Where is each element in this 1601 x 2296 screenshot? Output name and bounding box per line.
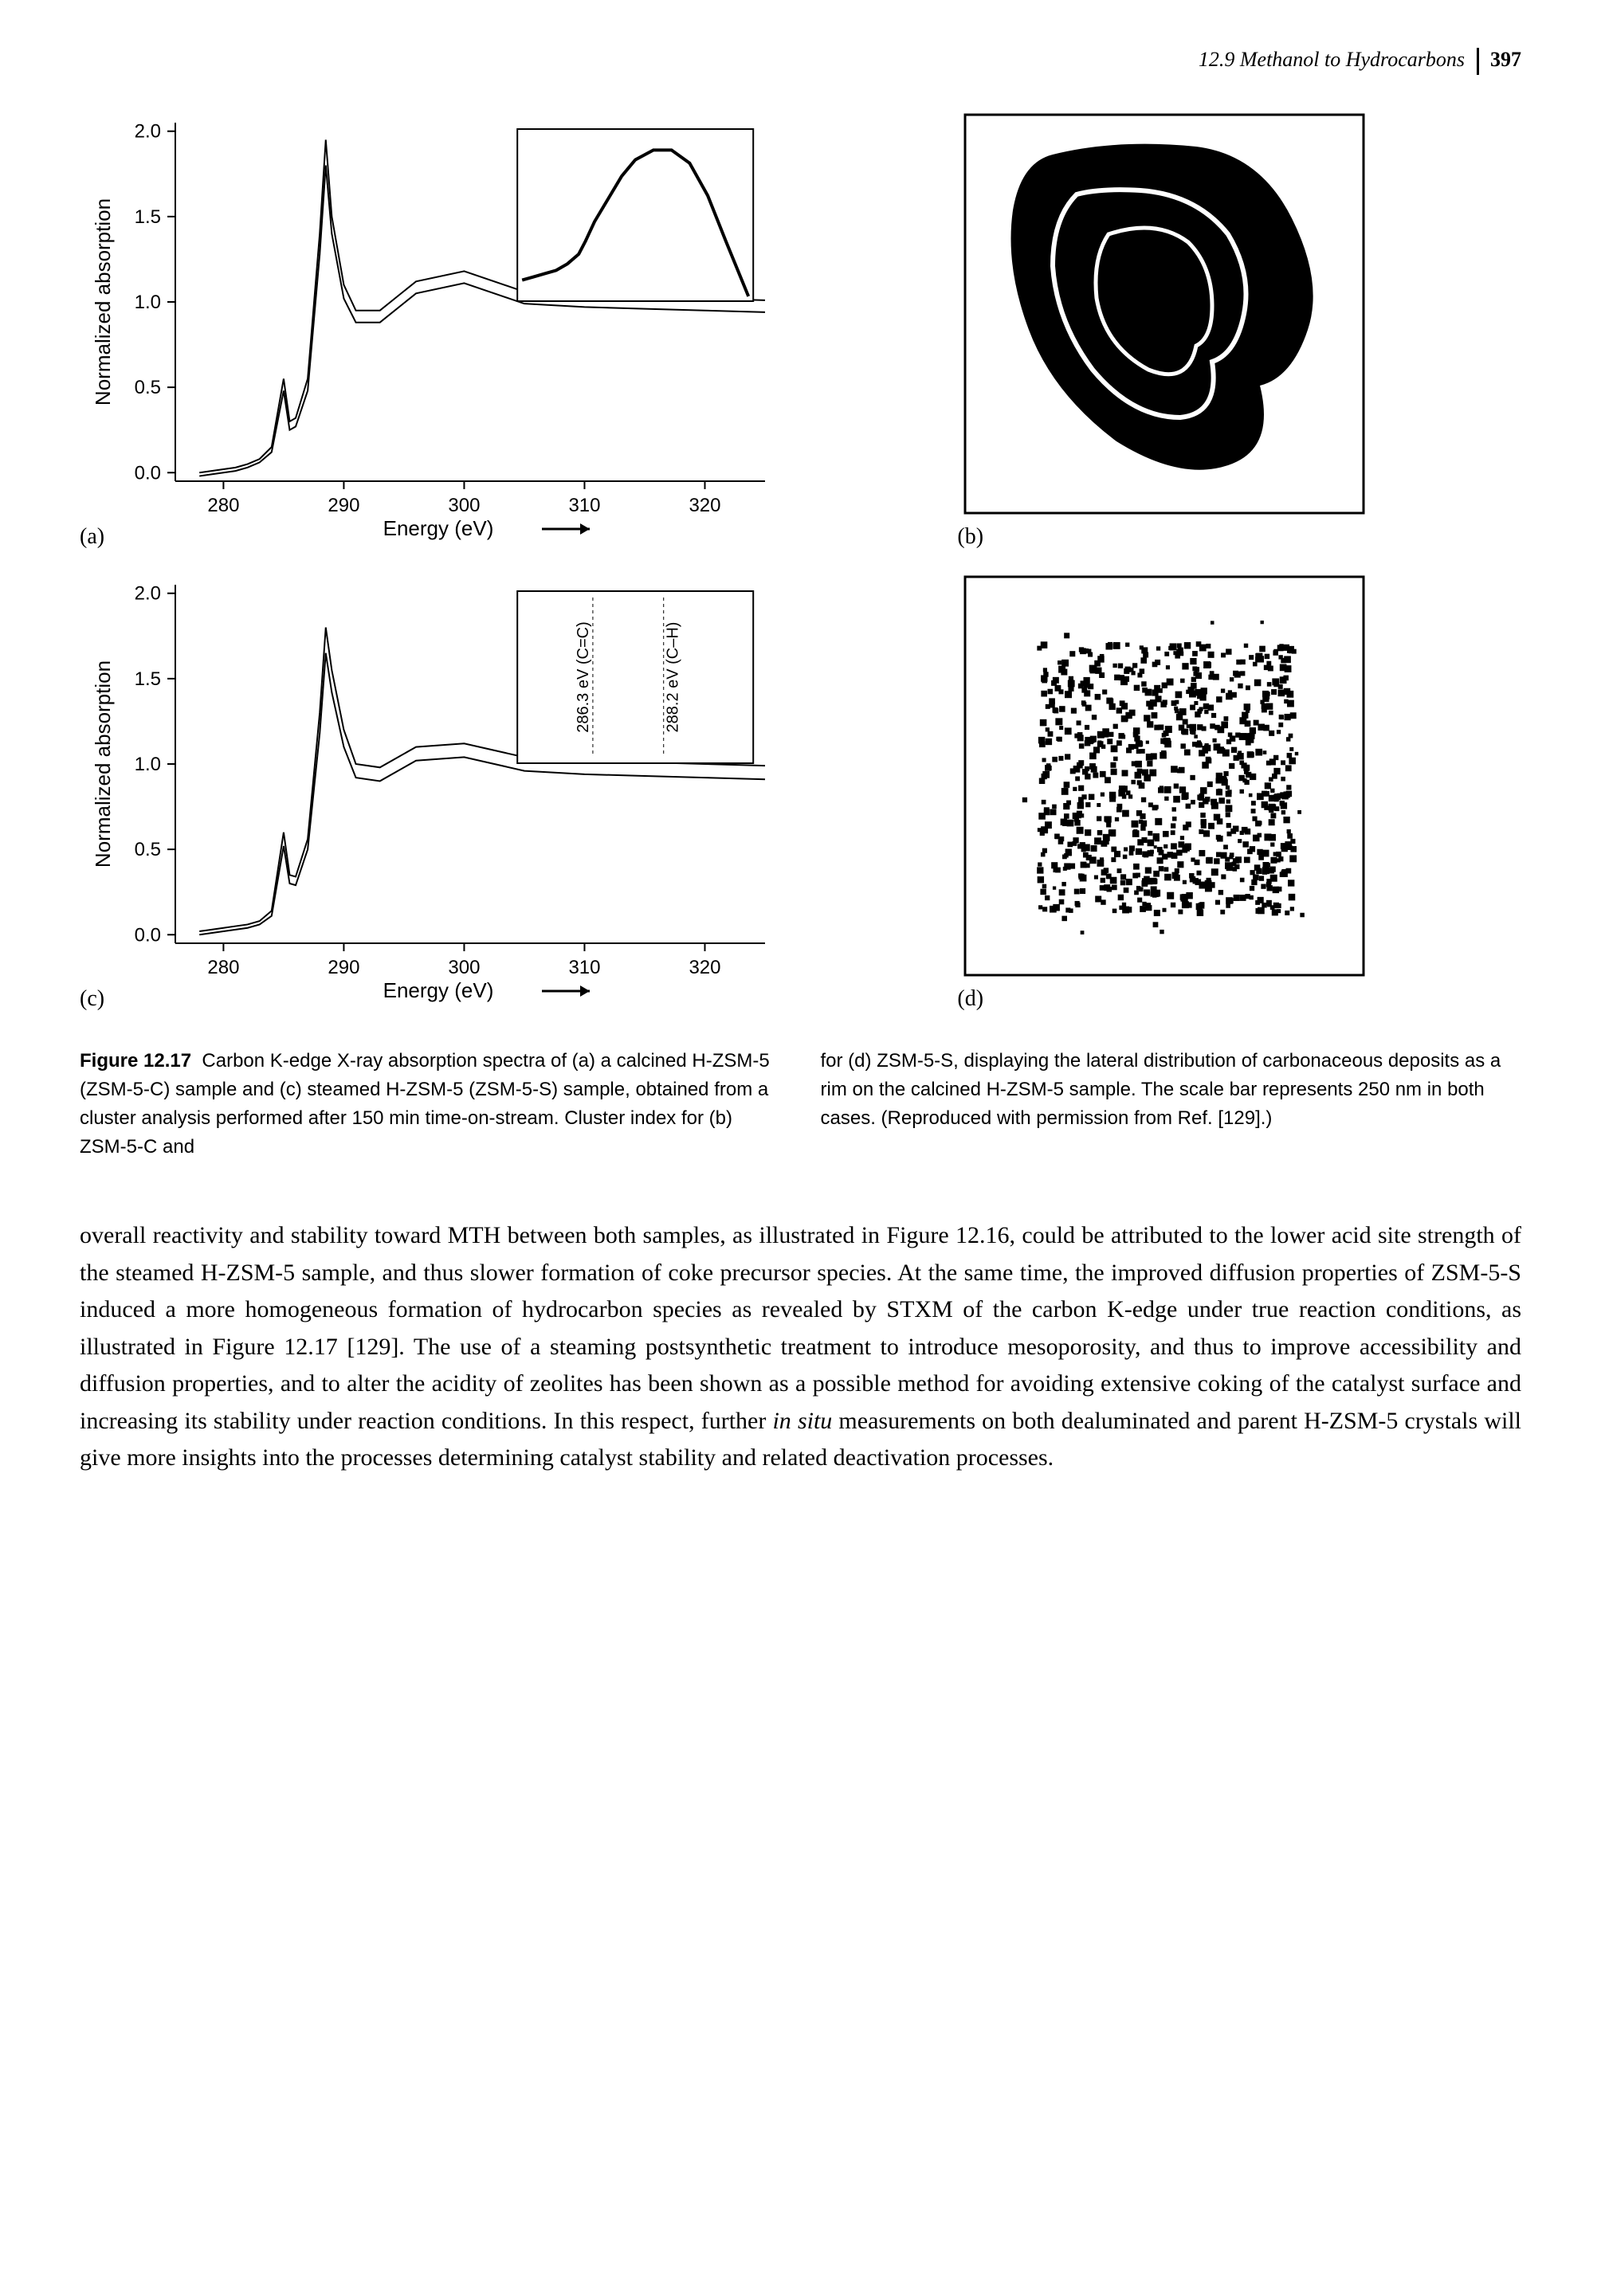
panel-b: (b)	[957, 107, 1521, 553]
svg-text:320: 320	[689, 495, 720, 516]
svg-text:286.3 eV (C=C): 286.3 eV (C=C)	[575, 621, 592, 733]
svg-text:1.0: 1.0	[135, 754, 161, 775]
svg-text:Energy (eV): Energy (eV)	[383, 978, 494, 1002]
svg-text:290: 290	[328, 957, 359, 978]
section-title: 12.9 Methanol to Hydrocarbons	[1199, 48, 1465, 71]
panel-a: 280 290 300 310 320 0.0 0.5 1.0 1.5 2.0 Energy (eV…	[80, 107, 925, 553]
svg-text:280: 280	[207, 495, 239, 516]
svg-text:0.5: 0.5	[135, 377, 161, 398]
caption-text-2: for (d) ZSM-5-S, displaying the lateral …	[821, 1050, 1501, 1129]
svg-text:320: 320	[689, 957, 720, 978]
svg-text:310: 310	[568, 495, 600, 516]
body-paragraph: overall reactivity and stability toward …	[80, 1217, 1521, 1477]
svg-text:300: 300	[448, 495, 480, 516]
svg-text:0.5: 0.5	[135, 839, 161, 860]
svg-text:2.0: 2.0	[135, 121, 161, 143]
chart-c-svg: 280 290 300 310 320 0.0 0.5 1.0 1.5 2.0 Energy (eV…	[80, 569, 781, 1015]
svg-text:Normalized absorption: Normalized absorption	[91, 660, 115, 868]
header-divider	[1477, 48, 1479, 75]
svg-text:2.0: 2.0	[135, 583, 161, 605]
svg-text:310: 310	[568, 957, 600, 978]
svg-text:1.5: 1.5	[135, 668, 161, 690]
caption-col-1: Figure 12.17 Carbon K-edge X-ray absorpt…	[80, 1047, 781, 1162]
body-text: overall reactivity and stability toward …	[80, 1222, 1521, 1471]
svg-text:0.0: 0.0	[135, 462, 161, 484]
running-header: 12.9 Methanol to Hydrocarbons 397	[80, 48, 1521, 75]
panel-d-label: (d)	[957, 986, 983, 1012]
panel-c: 280 290 300 310 320 0.0 0.5 1.0 1.5 2.0 Energy (eV…	[80, 569, 925, 1015]
caption-col-2: for (d) ZSM-5-S, displaying the lateral …	[821, 1047, 1522, 1162]
svg-text:280: 280	[207, 957, 239, 978]
page-number: 397	[1490, 48, 1521, 71]
svg-text:Normalized absorption: Normalized absorption	[91, 198, 115, 406]
svg-text:1.0: 1.0	[135, 292, 161, 313]
figure-grid: 280 290 300 310 320 0.0 0.5 1.0 1.5 2.0 Energy (eV…	[80, 107, 1521, 1015]
svg-text:0.0: 0.0	[135, 924, 161, 946]
svg-text:Energy (eV): Energy (eV)	[383, 516, 494, 540]
panel-c-label: (c)	[80, 986, 104, 1012]
svg-text:300: 300	[448, 957, 480, 978]
figure-label: Figure 12.17	[80, 1050, 191, 1072]
panel-d: (d)	[957, 569, 1521, 1015]
image-b-svg	[957, 107, 1371, 521]
panel-a-label: (a)	[80, 524, 104, 550]
image-d-svg	[957, 569, 1371, 983]
chart-a-svg: 280 290 300 310 320 0.0 0.5 1.0 1.5 2.0 Energy (eV…	[80, 107, 781, 553]
svg-text:290: 290	[328, 495, 359, 516]
svg-text:288.2 eV (C–H): 288.2 eV (C–H)	[665, 622, 682, 733]
svg-text:1.5: 1.5	[135, 206, 161, 228]
figure-caption: Figure 12.17 Carbon K-edge X-ray absorpt…	[80, 1047, 1521, 1162]
panel-b-label: (b)	[957, 524, 983, 550]
